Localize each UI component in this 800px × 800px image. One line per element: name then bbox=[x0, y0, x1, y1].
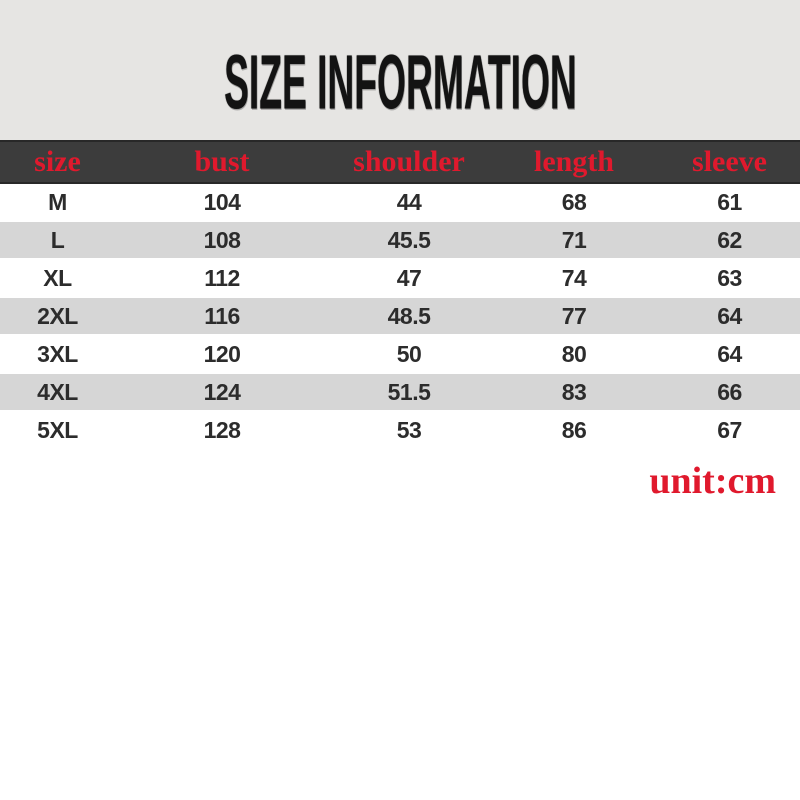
bust-cell: 104 bbox=[203, 188, 241, 215]
length-cell: 74 bbox=[561, 264, 587, 291]
sleeve-cell: 64 bbox=[717, 340, 742, 367]
length-cell: 68 bbox=[561, 188, 587, 215]
size-cell: 5XL bbox=[37, 417, 78, 443]
column-header-size: size bbox=[0, 140, 115, 184]
bust-cell: 108 bbox=[203, 226, 241, 253]
shoulder-cell: 45.5 bbox=[387, 226, 431, 253]
size-cell: M bbox=[48, 188, 67, 215]
shoulder-cell: 44 bbox=[396, 188, 422, 215]
shoulder-cell: 53 bbox=[396, 417, 422, 443]
size-cell: XL bbox=[43, 264, 72, 291]
shoulder-cell: 47 bbox=[396, 264, 422, 291]
table-row-l: L 108 45.5 71 62 bbox=[0, 221, 800, 259]
page-title: SIZE INFORMATION bbox=[223, 39, 577, 126]
sleeve-cell: 61 bbox=[717, 188, 742, 215]
sleeve-cell: 64 bbox=[717, 302, 742, 329]
bust-cell: 112 bbox=[204, 264, 240, 291]
size-cell: L bbox=[50, 226, 65, 253]
shoulder-cell: 51.5 bbox=[387, 378, 431, 405]
bust-cell: 116 bbox=[204, 302, 240, 329]
size-cell: 3XL bbox=[37, 340, 78, 367]
table-row-2xl: 2XL 116 48.5 77 64 bbox=[0, 297, 800, 335]
size-table: size bust shoulder length sleeve M 104 4… bbox=[0, 140, 800, 449]
length-cell: 77 bbox=[561, 302, 587, 329]
sleeve-cell: 62 bbox=[717, 226, 742, 253]
length-cell: 86 bbox=[561, 417, 587, 443]
shoulder-cell: 50 bbox=[396, 340, 422, 367]
table-row-3xl: 3XL 120 50 80 64 bbox=[0, 335, 800, 373]
length-cell: 71 bbox=[561, 226, 587, 253]
unit-row: unit:cm bbox=[0, 461, 800, 501]
table-row-xl: XL 112 47 74 63 bbox=[0, 259, 800, 297]
bust-cell: 128 bbox=[203, 417, 241, 443]
table-row-m: M 104 44 68 61 bbox=[0, 183, 800, 221]
length-cell: 80 bbox=[561, 340, 587, 367]
size-cell: 4XL bbox=[37, 378, 78, 405]
column-header-length: length bbox=[489, 140, 659, 184]
column-header-bust: bust bbox=[115, 140, 329, 184]
sleeve-cell: 67 bbox=[717, 417, 742, 443]
column-header-shoulder: shoulder bbox=[329, 140, 489, 184]
title-banner: SIZE INFORMATION bbox=[0, 0, 800, 140]
table-row-4xl: 4XL 124 51.5 83 66 bbox=[0, 373, 800, 411]
size-cell: 2XL bbox=[37, 302, 78, 329]
sleeve-cell: 63 bbox=[717, 264, 742, 291]
bust-cell: 124 bbox=[203, 378, 241, 405]
shoulder-cell: 48.5 bbox=[387, 302, 431, 329]
table-row-5xl: 5XL 128 53 86 67 bbox=[0, 411, 800, 449]
sleeve-cell: 66 bbox=[717, 378, 742, 405]
unit-label: unit:cm bbox=[649, 460, 776, 502]
bust-cell: 120 bbox=[203, 340, 241, 367]
column-header-sleeve: sleeve bbox=[659, 140, 800, 184]
table-header-row: size bust shoulder length sleeve bbox=[0, 140, 800, 184]
length-cell: 83 bbox=[561, 378, 587, 405]
